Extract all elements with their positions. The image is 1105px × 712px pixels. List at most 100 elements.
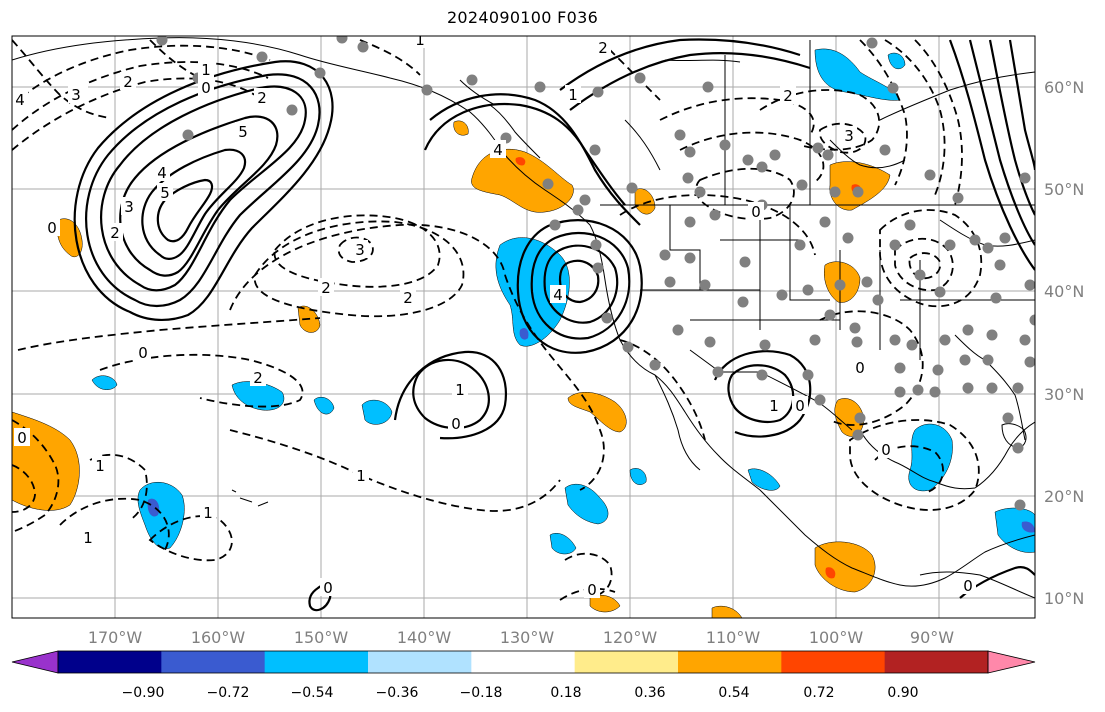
- contour-high-w: [73, 60, 334, 321]
- contour-neg: [273, 214, 441, 288]
- colorbar-tick-label: −0.54: [291, 685, 334, 701]
- contour-neg: [12, 464, 36, 513]
- contour-neg: [849, 419, 980, 511]
- contour-sw-trough: [429, 93, 641, 226]
- colorbar-swatch: [884, 651, 989, 673]
- contour-high-mid: [412, 358, 490, 430]
- contour-high-w: [141, 148, 247, 260]
- station-markers: [156, 36, 1035, 511]
- neg-blob-core: [147, 498, 160, 517]
- colorbar-tick-label: −0.72: [207, 685, 250, 701]
- longitude-labels: 170°W 160°W 150°W 140°W 130°W 120°W 110°…: [88, 628, 954, 647]
- contour-label: 1: [455, 381, 465, 399]
- contour-label: 2: [123, 73, 133, 91]
- contour-label: 2: [598, 39, 608, 57]
- colorbar-swatch: [264, 651, 369, 673]
- contour-label: 2: [253, 369, 263, 387]
- contour-label: 5: [160, 184, 170, 202]
- neg-blob: [361, 399, 393, 425]
- contour-label: 4: [15, 91, 25, 109]
- contour-neg: [12, 44, 271, 106]
- contour-high-w: [119, 115, 279, 277]
- contour-label: 1: [769, 397, 779, 415]
- contour-neg: [679, 131, 825, 183]
- contour-label: 0: [138, 344, 148, 362]
- contour-neg: [659, 97, 815, 136]
- lat-label: 30°N: [1044, 385, 1084, 404]
- colorbar-extend-high: [987, 650, 1036, 674]
- contour-high-mex: [727, 364, 795, 424]
- neg-blob: [887, 52, 906, 70]
- colorbar-tick-label: 0.36: [634, 685, 665, 701]
- contour-high-mid: [393, 350, 508, 440]
- lon-label: 120°W: [603, 628, 658, 647]
- contour-neg: [819, 310, 924, 426]
- contour-label: 4: [157, 164, 167, 182]
- contour-label: 1: [201, 61, 211, 79]
- neg-blob: [747, 468, 781, 491]
- lat-label: 40°N: [1044, 282, 1084, 301]
- colorbar-frame: [57, 650, 989, 674]
- contour-label: 0: [47, 219, 57, 237]
- lon-label: 140°W: [397, 628, 452, 647]
- positive-contours: [73, 38, 1035, 612]
- contour-label: 0: [963, 577, 973, 595]
- contour-neg: [12, 61, 269, 131]
- neg-blob: [549, 532, 577, 555]
- neg-blob: [629, 468, 647, 485]
- contour-neg: [359, 39, 421, 76]
- lon-label: 170°W: [88, 628, 143, 647]
- colorbar-extend-low: [11, 650, 59, 674]
- contour-sw-trough: [423, 103, 626, 206]
- contour-label: 0: [855, 359, 865, 377]
- contour-label: 3: [355, 241, 365, 259]
- colorbar-tick-label: 0.54: [718, 685, 749, 701]
- contour-label: 0: [587, 581, 597, 599]
- lon-label: 130°W: [500, 628, 555, 647]
- contour-ne: [569, 51, 811, 111]
- contour-label: 0: [201, 79, 211, 97]
- contour-neg: [619, 339, 706, 441]
- contour-neg: [884, 39, 946, 196]
- neg-blob-core: [1021, 521, 1035, 533]
- contour-neg: [504, 274, 605, 491]
- colorbar-tick-label: 0.72: [803, 685, 834, 701]
- lon-label: 160°W: [191, 628, 246, 647]
- colorbar-tick-label: −0.36: [376, 685, 419, 701]
- contour-label: 0: [795, 397, 805, 415]
- contour-ne-east: [968, 39, 1035, 246]
- colorbar-swatch: [471, 651, 576, 673]
- pos-blob-core: [515, 157, 526, 166]
- colorbar-tick-label: 0.90: [887, 685, 918, 701]
- lon-label: 150°W: [294, 628, 349, 647]
- contour-label: 0: [451, 415, 461, 433]
- contour-neg: [59, 497, 170, 551]
- contour-low-center: [543, 244, 619, 324]
- contour-neg: [818, 122, 867, 154]
- neg-blob-core: [519, 327, 529, 340]
- contour-neg: [148, 515, 233, 562]
- pos-blob: [711, 605, 743, 618]
- lon-label: 100°W: [809, 628, 864, 647]
- contour-label: 3: [71, 86, 81, 104]
- neg-blob: [137, 482, 185, 550]
- colorbar-tick-label: −0.90: [122, 685, 165, 701]
- pos-blob: [567, 391, 627, 433]
- lat-label: 60°N: [1044, 78, 1084, 97]
- contour-neg: [229, 223, 506, 311]
- contour-neg: [89, 453, 148, 521]
- contour-neg: [619, 194, 816, 256]
- contour-label: 2: [403, 289, 413, 307]
- colorbar-swatch: [678, 651, 782, 673]
- contour-ne-east: [1008, 39, 1035, 171]
- colorbar-swatch: [161, 651, 266, 673]
- contour-ne-east: [988, 39, 1035, 216]
- contour-high-w: [156, 178, 214, 243]
- anomaly-shading: [12, 48, 1035, 618]
- contour-neg: [253, 220, 465, 318]
- contour-label: 0: [751, 203, 761, 221]
- contour-label: 0: [881, 441, 891, 459]
- colorbar-swatch: [781, 651, 886, 673]
- contour-neg: [894, 237, 954, 292]
- neg-blob: [313, 397, 335, 415]
